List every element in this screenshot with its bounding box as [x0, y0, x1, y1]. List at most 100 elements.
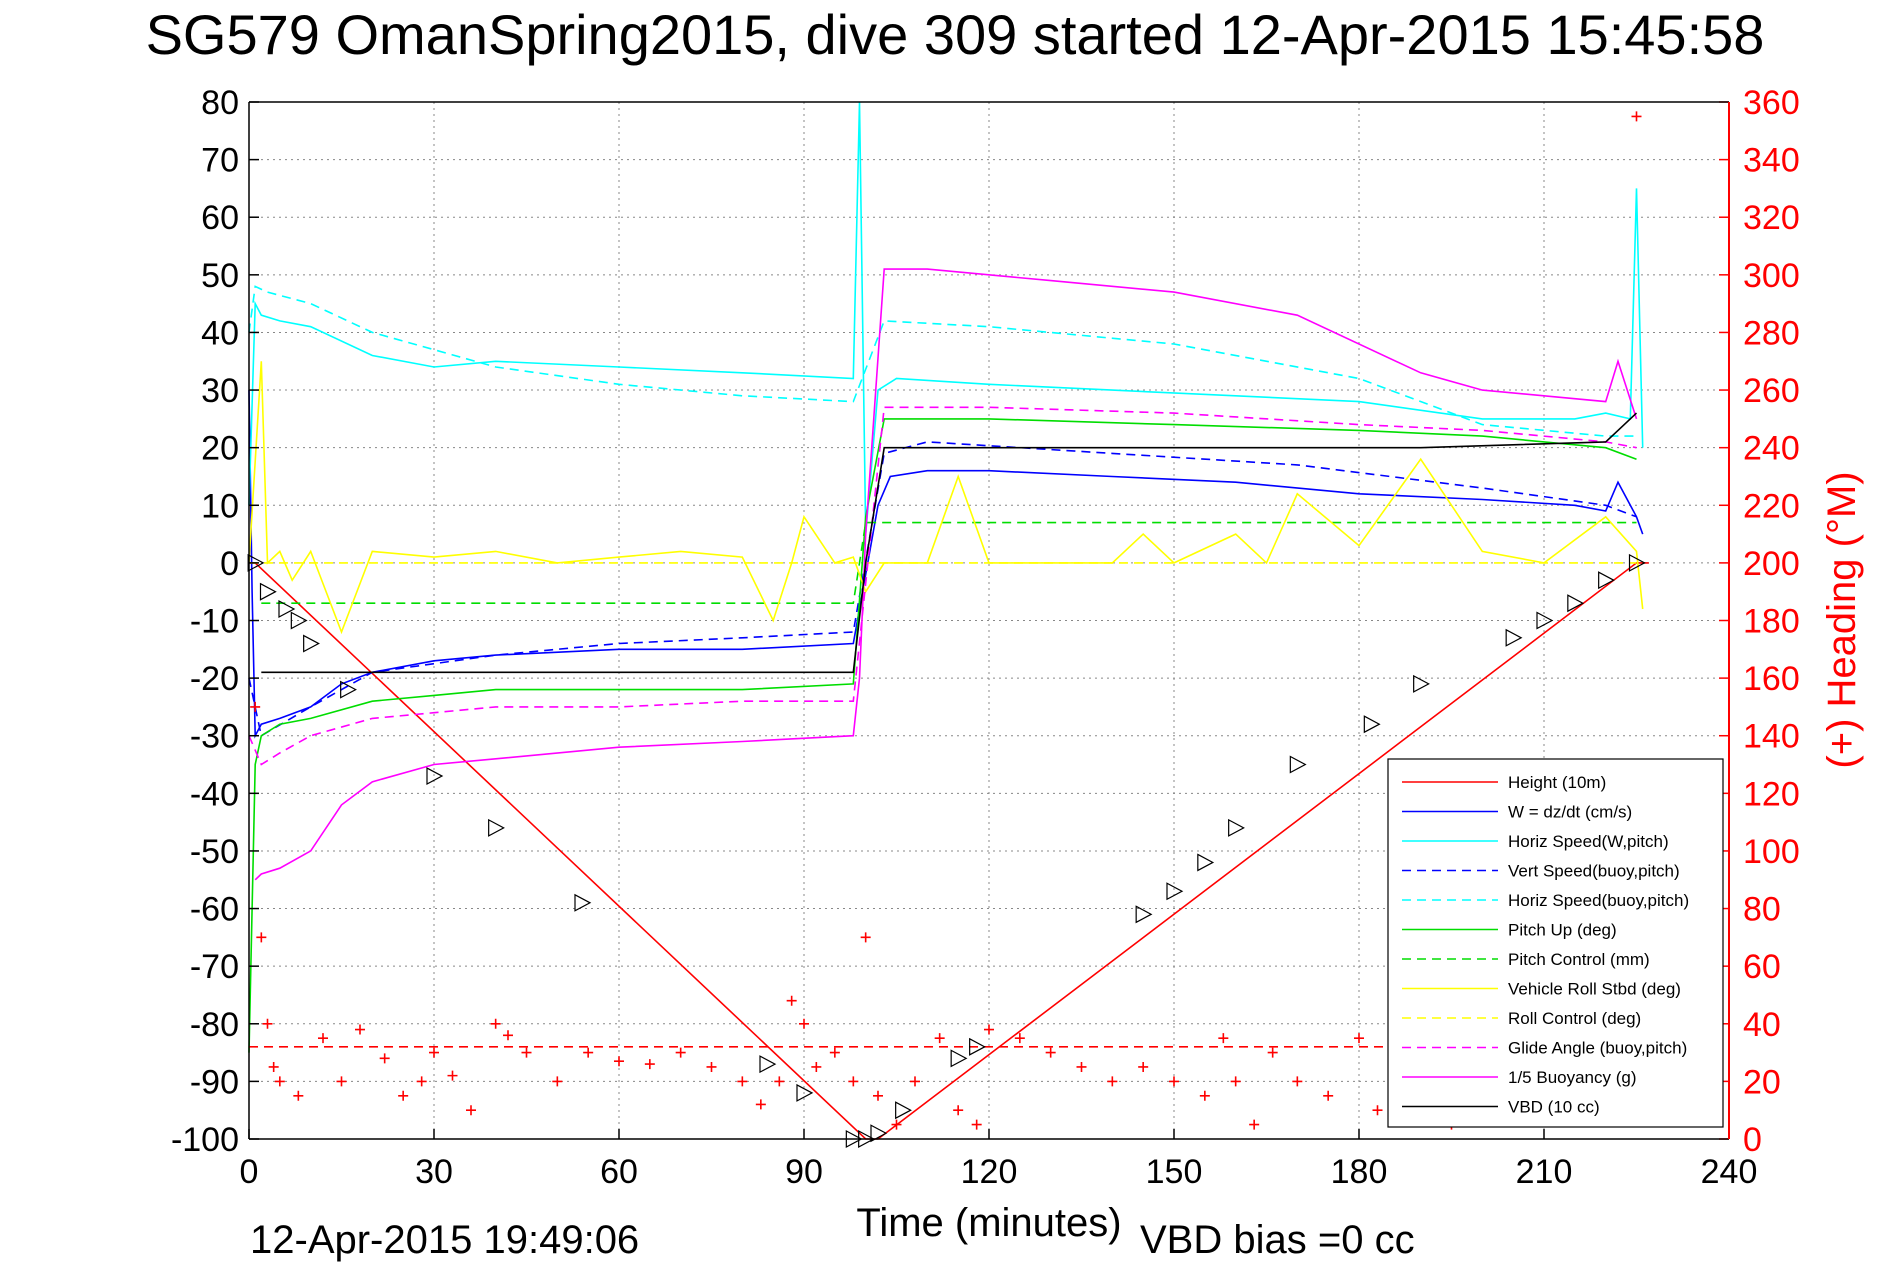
- y2-tick-label: 160: [1743, 660, 1800, 698]
- depth-marker: [259, 582, 277, 601]
- y2-tick-label: 220: [1743, 487, 1800, 525]
- x-tick-label: 120: [961, 1153, 1018, 1191]
- heading-point: [1292, 1076, 1303, 1087]
- footer-timestamp: 12-Apr-2015 19:49:06: [250, 1218, 639, 1262]
- y2-tick-label: 80: [1743, 891, 1781, 929]
- series-line: [248, 390, 1644, 739]
- heading-point: [1045, 1047, 1056, 1058]
- depth-marker: [950, 1049, 968, 1068]
- x-tick-label: 30: [415, 1153, 453, 1191]
- heading-point: [910, 1076, 920, 1087]
- legend-label: Horiz Speed(buoy,pitch): [1508, 891, 1689, 910]
- heading-point: [256, 932, 267, 943]
- heading-point: [774, 1076, 785, 1087]
- footer-vbd-bias: VBD bias =0 cc: [1140, 1218, 1415, 1262]
- legend: Height (10m) W = dz/dt (cm/s) Horiz Speed(…: [1387, 758, 1724, 1128]
- heading-point: [490, 1018, 501, 1029]
- x-tick-label: 150: [1146, 1153, 1203, 1191]
- legend-label: Pitch Control (mm): [1508, 950, 1650, 969]
- series-line: [248, 285, 1637, 437]
- x-tick-label: 60: [600, 1153, 638, 1191]
- y2-tick-label: 180: [1743, 603, 1800, 641]
- depth-marker: [426, 767, 444, 786]
- depth-marker: [1363, 715, 1381, 734]
- y-tick-label: 20: [201, 430, 239, 468]
- depth-marker: [1135, 905, 1153, 924]
- heading-point: [706, 1061, 717, 1072]
- x-tick-label: 210: [1516, 1153, 1573, 1191]
- depth-marker: [488, 818, 505, 837]
- y2-tick-label: 120: [1743, 775, 1800, 813]
- heading-point: [503, 1030, 513, 1041]
- y-tick-label: -90: [190, 1063, 239, 1101]
- heading-point: [429, 1047, 439, 1058]
- chart-title: SG579 OmanSpring2015, dive 309 started 1…: [146, 3, 1765, 66]
- heading-point: [891, 1119, 902, 1130]
- depth-marker: [247, 553, 265, 572]
- y2-tick-label: 100: [1743, 833, 1800, 871]
- y-tick-label: -60: [190, 891, 239, 929]
- legend-label: Vert Speed(buoy,pitch): [1508, 862, 1680, 881]
- heading-point: [934, 1033, 945, 1044]
- heading-point: [521, 1047, 532, 1058]
- heading-point: [860, 932, 871, 943]
- y2-tick-label: 140: [1743, 718, 1800, 756]
- y-tick-label: -20: [190, 660, 239, 698]
- y2-tick-label: 320: [1743, 199, 1800, 237]
- y2-tick-label: 60: [1743, 948, 1781, 986]
- depth-marker: [870, 1124, 888, 1143]
- depth-marker: [1628, 553, 1646, 572]
- heading-point: [583, 1047, 594, 1058]
- y2-tick-label: 300: [1743, 257, 1800, 295]
- y-tick-label: 10: [201, 487, 239, 525]
- depth-marker: [1228, 818, 1245, 837]
- series-line: [261, 521, 1637, 604]
- legend-box: [1387, 758, 1724, 1128]
- legend-label: Height (10m): [1508, 773, 1606, 792]
- depth-marker: [969, 1037, 986, 1056]
- heading-point: [614, 1056, 624, 1067]
- heading-point: [1372, 1105, 1383, 1116]
- depth-marker: [895, 1101, 912, 1120]
- depth-marker: [1197, 853, 1215, 872]
- heading-point: [1631, 111, 1642, 122]
- y2-tick-label: 260: [1743, 372, 1800, 410]
- heading-point: [262, 1018, 273, 1029]
- heading-point: [644, 1059, 655, 1070]
- heading-point: [848, 1076, 859, 1087]
- y-tick-label: -80: [190, 1006, 239, 1044]
- depth-marker: [1598, 571, 1615, 590]
- y2-axis-label: (+) Heading (°M): [1820, 471, 1864, 768]
- depth-marker: [340, 680, 357, 699]
- depth-marker: [1505, 628, 1523, 647]
- axes: 0 30 60 90 120 150 180 210 24080706050403020100-…: [171, 84, 1800, 1191]
- heading-point: [873, 1090, 883, 1101]
- legend-label: W = dz/dt (cm/s): [1508, 803, 1632, 822]
- heading-point: [811, 1061, 822, 1072]
- heading-point: [293, 1090, 304, 1101]
- y-tick-label: -100: [171, 1121, 239, 1159]
- legend-label: Horiz Speed(W,pitch): [1508, 832, 1669, 851]
- heading-point: [799, 1018, 809, 1029]
- heading-point: [1354, 1033, 1364, 1044]
- heading-point: [447, 1070, 458, 1081]
- heading-point: [552, 1076, 563, 1087]
- heading-point: [1218, 1033, 1229, 1044]
- legend-label: VBD (10 cc): [1508, 1098, 1600, 1117]
- heading-point: [829, 1047, 840, 1058]
- heading-point: [466, 1105, 476, 1116]
- heading-point: [1076, 1061, 1087, 1072]
- heading-point: [1249, 1119, 1260, 1130]
- y-tick-label: 60: [201, 199, 239, 237]
- y2-tick-label: 40: [1743, 1006, 1781, 1044]
- heading-point: [1169, 1076, 1179, 1087]
- x-axis-label: Time (minutes): [856, 1201, 1121, 1245]
- depth-marker: [1536, 611, 1554, 630]
- heading-point: [1323, 1090, 1334, 1101]
- legend-label: 1/5 Buoyancy (g): [1508, 1068, 1637, 1087]
- heading-point: [971, 1119, 982, 1130]
- heading-point: [1199, 1090, 1210, 1101]
- depth-marker: [759, 1055, 777, 1074]
- y-tick-label: 40: [201, 314, 239, 352]
